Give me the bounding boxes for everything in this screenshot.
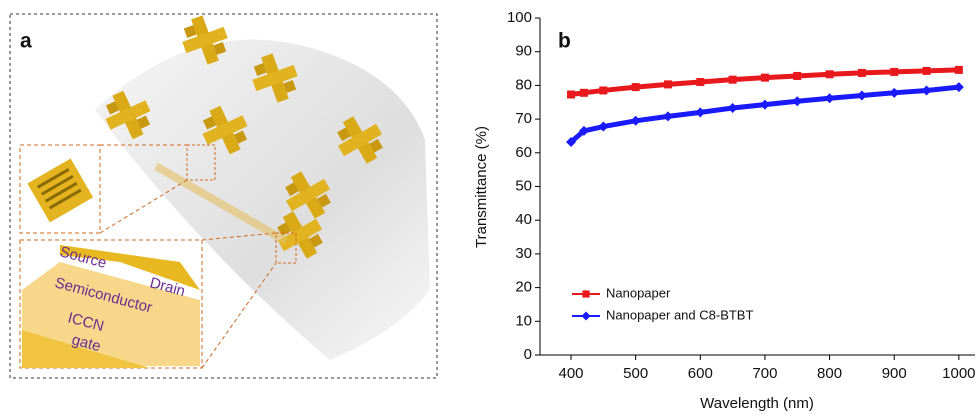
y-tick-label: 30	[515, 245, 532, 262]
legend-marker	[582, 290, 589, 297]
x-axis-label: Wavelength (nm)	[700, 395, 814, 412]
x-tick-label: 500	[623, 365, 648, 382]
x-tick-label: 400	[559, 365, 584, 382]
marker	[728, 103, 738, 113]
marker	[631, 116, 641, 126]
x-tick-label: 1000	[942, 365, 975, 382]
x-tick-label: 600	[688, 365, 713, 382]
marker	[889, 88, 899, 98]
marker	[761, 74, 769, 82]
marker	[598, 122, 608, 132]
marker	[825, 93, 835, 103]
marker	[954, 82, 964, 92]
marker	[793, 72, 801, 80]
marker	[760, 100, 770, 110]
x-tick-label: 700	[752, 365, 777, 382]
y-tick-label: 50	[515, 177, 532, 194]
marker	[599, 86, 607, 94]
y-axis-label: Transmittance (%)	[473, 126, 490, 248]
y-tick-label: 10	[515, 312, 532, 329]
marker	[664, 80, 672, 88]
marker	[729, 76, 737, 84]
legend-label: Nanopaper	[606, 285, 671, 300]
marker	[857, 91, 867, 101]
y-tick-label: 80	[515, 76, 532, 93]
y-tick-label: 20	[515, 279, 532, 296]
marker	[955, 66, 963, 74]
y-tick-label: 40	[515, 211, 532, 228]
panel-label: b	[558, 30, 571, 53]
y-tick-label: 100	[507, 9, 532, 26]
marker	[890, 68, 898, 76]
electrode-inset	[27, 158, 93, 222]
x-tick-label: 800	[817, 365, 842, 382]
figure: a Source Drain Semiconductor ICCN gate b…	[0, 0, 977, 416]
panel-label: a	[20, 30, 32, 53]
marker	[792, 96, 802, 106]
marker	[567, 90, 575, 98]
marker	[923, 67, 931, 75]
marker	[580, 89, 588, 97]
marker	[922, 85, 932, 95]
legend-label: Nanopaper and C8-BTBT	[606, 307, 753, 322]
marker	[858, 69, 866, 77]
marker	[826, 70, 834, 78]
x-tick-label: 900	[882, 365, 907, 382]
marker	[663, 111, 673, 121]
marker	[696, 78, 704, 86]
series-line	[571, 87, 959, 142]
legend-marker	[582, 312, 591, 321]
marker	[695, 107, 705, 117]
y-tick-label: 0	[524, 346, 532, 363]
y-tick-label: 70	[515, 110, 532, 127]
y-tick-label: 90	[515, 43, 532, 60]
y-tick-label: 60	[515, 144, 532, 161]
marker	[632, 83, 640, 91]
